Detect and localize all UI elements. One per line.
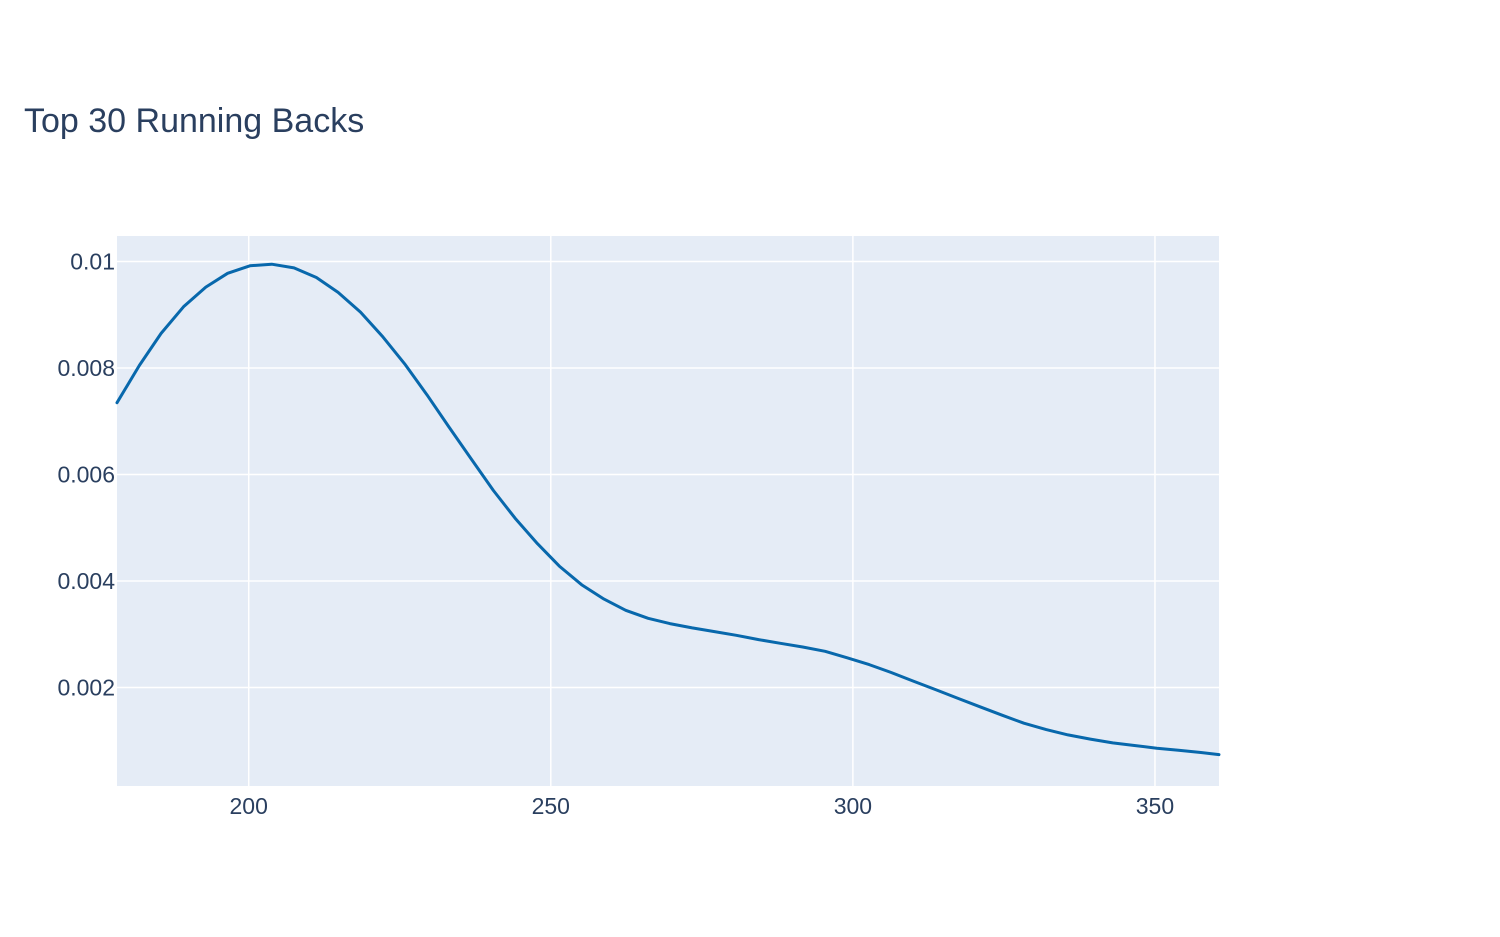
density-line: [115, 262, 1221, 757]
x-tick-label: 250: [532, 793, 570, 819]
y-tick-label: 0.004: [57, 568, 115, 594]
x-axis-ticks: 200 250 300 350: [230, 793, 1175, 819]
chart-title: Top 30 Running Backs: [24, 102, 365, 140]
y-axis-ticks: 0.002 0.004 0.006 0.008 0.01: [57, 249, 115, 701]
y-tick-label: 0.008: [57, 355, 115, 381]
x-tick-label: 350: [1136, 793, 1174, 819]
gridlines: [117, 236, 1219, 786]
plot-area: [117, 236, 1219, 786]
y-tick-label: 0.002: [57, 675, 115, 701]
y-tick-label: 0.006: [57, 462, 115, 488]
series-layer: [115, 262, 1221, 757]
y-tick-label: 0.01: [70, 249, 115, 275]
x-tick-label: 200: [230, 793, 268, 819]
x-tick-label: 300: [834, 793, 872, 819]
